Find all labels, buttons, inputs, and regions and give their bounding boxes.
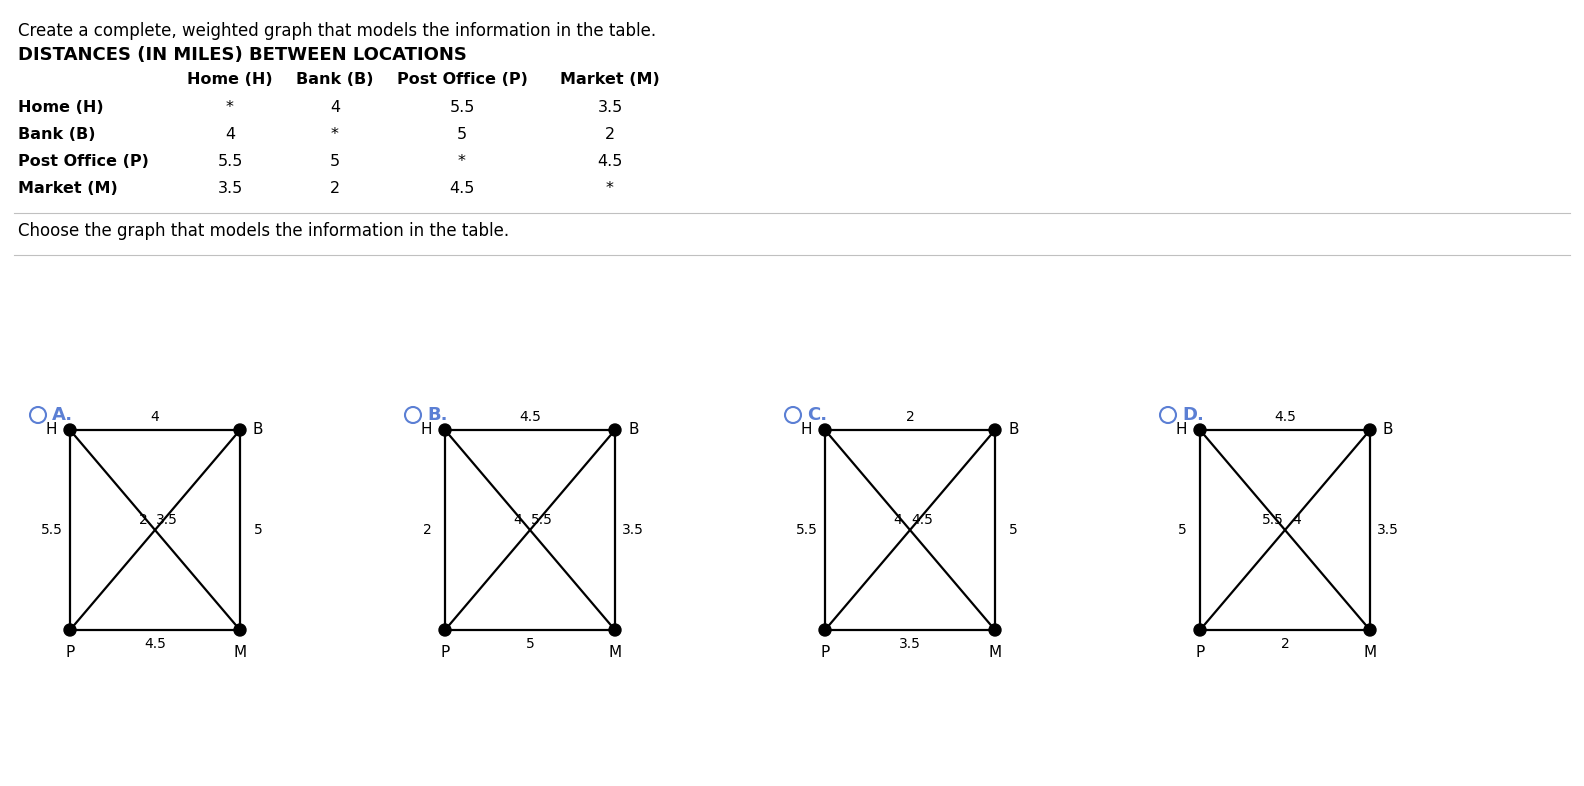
Text: 5.5: 5.5 bbox=[41, 523, 63, 537]
Text: 5.5: 5.5 bbox=[531, 513, 553, 527]
Text: Choose the graph that models the information in the table.: Choose the graph that models the informa… bbox=[17, 222, 508, 240]
Text: Home (H): Home (H) bbox=[187, 72, 272, 87]
Text: 5: 5 bbox=[526, 637, 534, 651]
Circle shape bbox=[1364, 624, 1376, 636]
Text: B: B bbox=[1383, 423, 1394, 438]
Text: Post Office (P): Post Office (P) bbox=[17, 154, 149, 169]
Text: 3.5: 3.5 bbox=[623, 523, 645, 537]
Circle shape bbox=[819, 624, 832, 636]
Circle shape bbox=[1194, 624, 1205, 636]
Text: 3.5: 3.5 bbox=[597, 100, 623, 115]
Text: P: P bbox=[1196, 645, 1204, 660]
Text: 2: 2 bbox=[139, 513, 147, 527]
Text: 3.5: 3.5 bbox=[1376, 523, 1399, 537]
Text: H: H bbox=[1175, 423, 1186, 438]
Text: H: H bbox=[46, 423, 57, 438]
Circle shape bbox=[1194, 424, 1205, 436]
Text: 4.5: 4.5 bbox=[911, 513, 933, 527]
Text: B: B bbox=[627, 423, 638, 438]
Text: Bank (B): Bank (B) bbox=[17, 127, 95, 142]
Text: 5: 5 bbox=[1009, 523, 1017, 537]
Text: 5.5: 5.5 bbox=[797, 523, 817, 537]
Circle shape bbox=[63, 424, 76, 436]
Text: 2: 2 bbox=[423, 523, 431, 537]
Circle shape bbox=[234, 424, 246, 436]
Text: 5: 5 bbox=[253, 523, 263, 537]
Text: P: P bbox=[821, 645, 830, 660]
Text: 2: 2 bbox=[906, 410, 914, 424]
Text: 4: 4 bbox=[225, 127, 234, 142]
Text: B.: B. bbox=[428, 406, 448, 424]
Text: B: B bbox=[1007, 423, 1019, 438]
Text: 2: 2 bbox=[605, 127, 615, 142]
Text: 5.5: 5.5 bbox=[450, 100, 475, 115]
Text: *: * bbox=[607, 181, 615, 196]
Text: 4.5: 4.5 bbox=[1274, 410, 1296, 424]
Text: P: P bbox=[65, 645, 74, 660]
Circle shape bbox=[439, 624, 451, 636]
Circle shape bbox=[608, 424, 621, 436]
Text: 3.5: 3.5 bbox=[217, 181, 242, 196]
Text: P: P bbox=[440, 645, 450, 660]
Text: 4.5: 4.5 bbox=[450, 181, 475, 196]
Text: Bank (B): Bank (B) bbox=[296, 72, 374, 87]
Text: 5: 5 bbox=[329, 154, 341, 169]
Circle shape bbox=[1364, 424, 1376, 436]
Text: 4: 4 bbox=[329, 100, 341, 115]
Text: Home (H): Home (H) bbox=[17, 100, 103, 115]
Circle shape bbox=[988, 624, 1001, 636]
Text: *: * bbox=[458, 154, 466, 169]
Circle shape bbox=[608, 624, 621, 636]
Text: A.: A. bbox=[52, 406, 73, 424]
Text: Market (M): Market (M) bbox=[561, 72, 661, 87]
Text: 2: 2 bbox=[1280, 637, 1289, 651]
Circle shape bbox=[439, 424, 451, 436]
Text: M: M bbox=[233, 645, 247, 660]
Text: H: H bbox=[800, 423, 813, 438]
Text: 4: 4 bbox=[1293, 513, 1302, 527]
Text: Post Office (P): Post Office (P) bbox=[396, 72, 527, 87]
Text: 5.5: 5.5 bbox=[217, 154, 242, 169]
Text: M: M bbox=[988, 645, 1001, 660]
Text: 4: 4 bbox=[893, 513, 903, 527]
Text: *: * bbox=[227, 100, 234, 115]
Text: Market (M): Market (M) bbox=[17, 181, 117, 196]
Text: 5: 5 bbox=[456, 127, 467, 142]
Text: H: H bbox=[420, 423, 432, 438]
Text: M: M bbox=[608, 645, 621, 660]
Text: C.: C. bbox=[806, 406, 827, 424]
Text: 4.5: 4.5 bbox=[597, 154, 623, 169]
Text: 3.5: 3.5 bbox=[157, 513, 177, 527]
Circle shape bbox=[234, 624, 246, 636]
Text: 5: 5 bbox=[1177, 523, 1186, 537]
Text: 4.5: 4.5 bbox=[520, 410, 542, 424]
Text: *: * bbox=[331, 127, 339, 142]
Text: 4: 4 bbox=[150, 410, 160, 424]
Circle shape bbox=[988, 424, 1001, 436]
Text: 5.5: 5.5 bbox=[1262, 513, 1285, 527]
Text: 4: 4 bbox=[513, 513, 523, 527]
Text: B: B bbox=[253, 423, 263, 438]
Text: DISTANCES (IN MILES) BETWEEN LOCATIONS: DISTANCES (IN MILES) BETWEEN LOCATIONS bbox=[17, 46, 467, 64]
Text: Create a complete, weighted graph that models the information in the table.: Create a complete, weighted graph that m… bbox=[17, 22, 656, 40]
Text: D.: D. bbox=[1182, 406, 1204, 424]
Circle shape bbox=[819, 424, 832, 436]
Text: 4.5: 4.5 bbox=[144, 637, 166, 651]
Text: M: M bbox=[1364, 645, 1376, 660]
Text: 2: 2 bbox=[329, 181, 341, 196]
Circle shape bbox=[63, 624, 76, 636]
Text: 3.5: 3.5 bbox=[900, 637, 920, 651]
